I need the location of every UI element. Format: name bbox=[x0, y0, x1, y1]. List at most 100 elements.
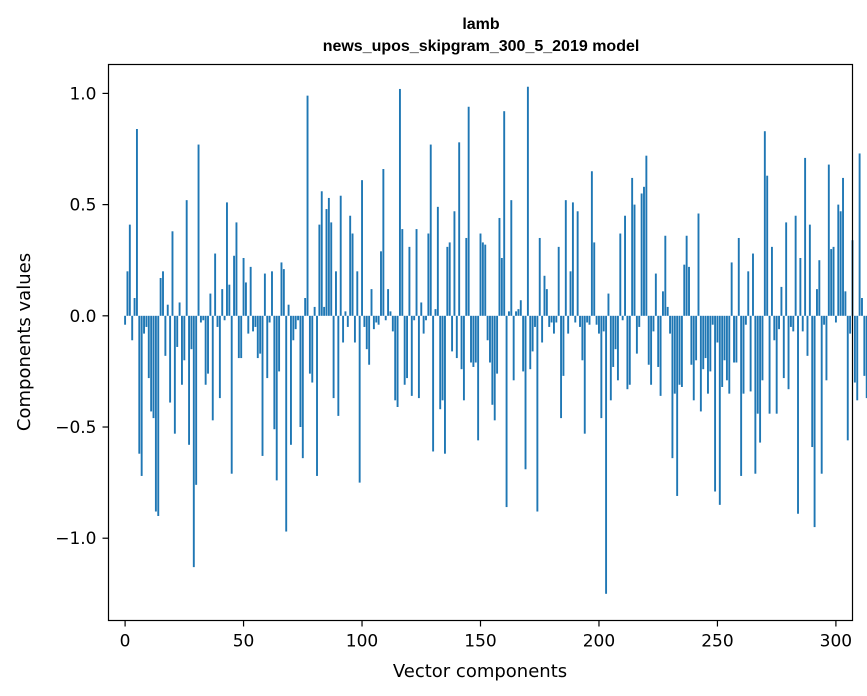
bar bbox=[159, 278, 162, 316]
bar bbox=[500, 257, 503, 316]
bar bbox=[252, 315, 254, 332]
bar bbox=[259, 315, 262, 354]
bar bbox=[650, 315, 653, 385]
bar bbox=[247, 315, 250, 334]
bar bbox=[223, 315, 226, 321]
bar bbox=[377, 315, 380, 325]
bar bbox=[842, 177, 844, 316]
bar bbox=[612, 315, 615, 367]
bar bbox=[853, 315, 856, 383]
bar bbox=[436, 206, 439, 316]
bar bbox=[633, 204, 636, 316]
bar bbox=[467, 106, 470, 316]
bar bbox=[631, 177, 634, 316]
bar bbox=[372, 315, 375, 330]
bar bbox=[356, 271, 359, 316]
bar bbox=[195, 315, 198, 485]
bar bbox=[169, 315, 172, 403]
bar bbox=[780, 286, 783, 316]
bar bbox=[827, 164, 830, 316]
bar bbox=[176, 315, 179, 347]
bar bbox=[344, 311, 347, 316]
bar bbox=[735, 315, 738, 363]
bar bbox=[460, 315, 463, 370]
bar bbox=[382, 169, 385, 316]
bar bbox=[856, 315, 859, 401]
chart-subtitle: news_upos_skipgram_300_5_2019 model bbox=[323, 38, 640, 55]
bar bbox=[287, 304, 290, 316]
bar bbox=[666, 306, 669, 316]
bar bbox=[718, 315, 721, 505]
bar bbox=[744, 315, 747, 325]
bar bbox=[358, 315, 361, 483]
x-tick-label: 100 bbox=[346, 632, 378, 652]
bar bbox=[214, 253, 217, 316]
bar bbox=[702, 315, 705, 370]
bar bbox=[813, 315, 816, 528]
x-tick-label: 0 bbox=[120, 632, 131, 652]
bar bbox=[773, 315, 776, 341]
bar bbox=[491, 315, 494, 405]
bar bbox=[526, 86, 529, 316]
chart-title: lamb bbox=[462, 16, 500, 33]
bar bbox=[403, 315, 406, 385]
bar bbox=[380, 251, 382, 316]
bar bbox=[583, 315, 586, 434]
bar bbox=[742, 315, 745, 394]
bar bbox=[297, 315, 300, 321]
bar bbox=[444, 315, 446, 454]
bar bbox=[586, 315, 589, 323]
bar bbox=[830, 249, 833, 316]
bar bbox=[387, 289, 390, 316]
bar bbox=[820, 315, 823, 474]
bar bbox=[209, 293, 212, 316]
bar bbox=[709, 315, 712, 372]
bar bbox=[415, 229, 418, 316]
bar bbox=[190, 315, 193, 350]
bar bbox=[368, 315, 371, 365]
bar bbox=[721, 315, 724, 387]
bar bbox=[240, 315, 243, 359]
bar bbox=[754, 315, 757, 474]
bar bbox=[804, 157, 807, 316]
bar bbox=[398, 88, 401, 316]
bar bbox=[199, 315, 202, 323]
bar bbox=[588, 315, 591, 325]
bar bbox=[472, 315, 475, 367]
bar bbox=[318, 224, 321, 316]
bar bbox=[479, 233, 482, 316]
bar bbox=[808, 224, 811, 316]
bar bbox=[420, 302, 423, 316]
x-tick-label: 300 bbox=[820, 632, 852, 652]
bar bbox=[770, 246, 773, 316]
bar bbox=[711, 315, 714, 325]
bar bbox=[671, 315, 674, 459]
bar bbox=[126, 271, 129, 316]
bar bbox=[185, 200, 188, 316]
bar bbox=[555, 315, 558, 323]
bar bbox=[510, 200, 513, 316]
bar bbox=[695, 315, 698, 361]
bar bbox=[823, 315, 826, 325]
bar bbox=[576, 211, 579, 316]
bar bbox=[536, 315, 539, 512]
bar bbox=[595, 315, 598, 325]
bar bbox=[432, 315, 435, 452]
bar bbox=[733, 315, 735, 363]
bar bbox=[569, 271, 572, 316]
y-axis-ticks: −1.0 −0.5 0.0 0.5 1.0 bbox=[55, 84, 109, 549]
bar bbox=[439, 315, 442, 410]
bar bbox=[308, 315, 311, 374]
bar bbox=[685, 235, 688, 316]
bar bbox=[339, 195, 342, 316]
bar bbox=[484, 244, 487, 316]
bar bbox=[470, 315, 472, 363]
bar bbox=[609, 315, 612, 401]
bar bbox=[640, 193, 643, 316]
bar bbox=[192, 315, 195, 568]
bar bbox=[290, 315, 292, 445]
bar bbox=[839, 211, 842, 316]
bar bbox=[422, 315, 425, 334]
bar bbox=[723, 315, 726, 361]
